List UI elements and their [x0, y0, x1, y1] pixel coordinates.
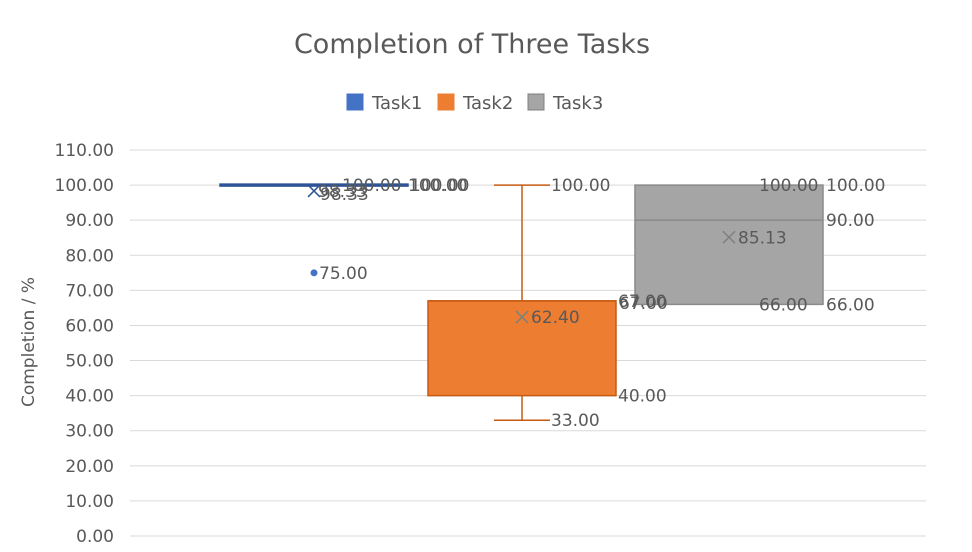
- y-tick-label: 50.00: [65, 352, 114, 372]
- y-tick-label: 80.00: [65, 246, 114, 266]
- task1-median-label: 100.00: [410, 176, 469, 196]
- y-tick-label: 100.00: [55, 176, 114, 196]
- box-rect: [427, 300, 617, 397]
- task2-median-label: 67.00: [619, 294, 668, 314]
- task2-mean-label: 62.40: [531, 308, 580, 328]
- y-tick-label: 30.00: [65, 422, 114, 442]
- task3-median-label: 90.00: [826, 211, 875, 231]
- task3-q1-label: 66.00: [759, 295, 808, 315]
- task3-max-label: 100.00: [759, 176, 818, 196]
- box-task1: [219, 183, 409, 277]
- legend-swatch-task3: [527, 93, 545, 111]
- legend: Task1 Task2 Task3: [346, 93, 603, 114]
- y-tick-label: 110.00: [55, 141, 114, 161]
- task2-q3-label: 67.00: [618, 292, 667, 312]
- task1-mean-label: 98.33: [318, 182, 367, 202]
- mean-marker-task1: [307, 184, 321, 198]
- y-tick-label: 10.00: [65, 492, 114, 512]
- mean-marker-task3: [722, 230, 736, 244]
- y-tick-label: 60.00: [65, 316, 114, 336]
- chart-title: Completion of Three Tasks: [294, 29, 650, 60]
- legend-label-task3: Task3: [552, 93, 603, 114]
- task1-mean-label-dup: 98.33: [320, 185, 369, 205]
- y-tick-label: 90.00: [65, 211, 114, 231]
- y-tick-label: 20.00: [65, 457, 114, 477]
- y-axis-ticks: 0.00 10.00 20.00 30.00 40.00 50.00 60.00 70.00 8…: [55, 141, 114, 547]
- task2-max-label: 100.00: [551, 176, 610, 196]
- legend-label-task1: Task1: [371, 93, 422, 114]
- box-rect: [634, 184, 824, 306]
- legend-swatch-task1: [346, 93, 364, 111]
- mean-marker-task2: [515, 310, 529, 324]
- y-tick-label: 70.00: [65, 281, 114, 301]
- task1-max-label: 100.00: [342, 176, 401, 196]
- outlier-point: [310, 269, 318, 277]
- y-tick-label: 0.00: [76, 527, 114, 547]
- legend-swatch-task2: [437, 93, 455, 111]
- task3-mean-label: 85.13: [738, 228, 787, 248]
- outlier-label: 75.00: [319, 264, 368, 284]
- task1-q3-label: 100.00: [408, 176, 467, 196]
- task3-min-label: 66.00: [826, 295, 875, 315]
- task3-q3-label: 100.00: [826, 176, 885, 196]
- box-task3: [634, 184, 824, 306]
- y-tick-label: 40.00: [65, 387, 114, 407]
- task2-q1-label: 40.00: [618, 387, 667, 407]
- task2-min-label: 33.00: [551, 411, 600, 431]
- legend-label-task2: Task2: [462, 93, 513, 114]
- y-axis-label: Completion / %: [19, 277, 39, 407]
